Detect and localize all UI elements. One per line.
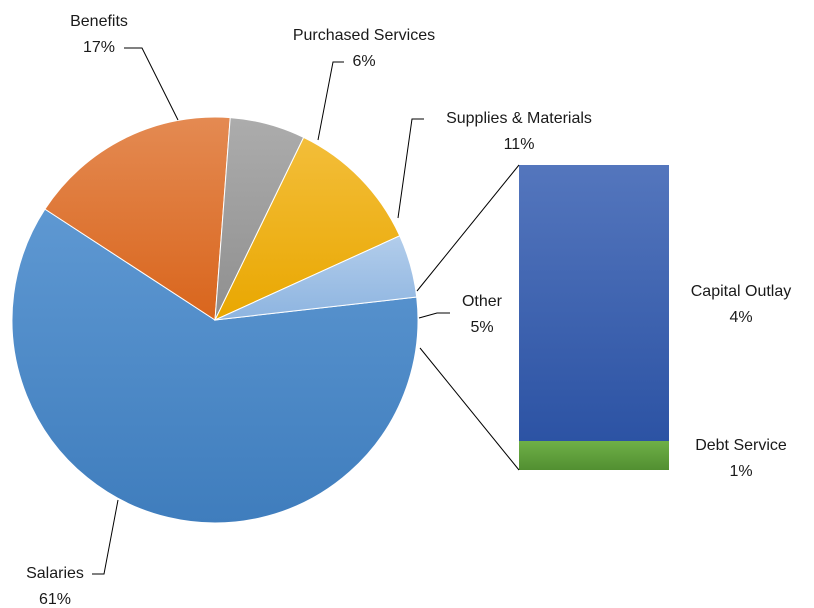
label-debt-service-name: Debt Service [695,437,787,454]
connector-top [416,164,520,292]
label-other-value: 5% [470,319,493,336]
label-capital-outlay-value: 4% [729,309,752,326]
label-debt-service-value: 1% [729,463,752,480]
connector-bottom [419,347,520,471]
label-salaries-name: Salaries [26,565,84,582]
label-purchased-services-name: Purchased Services [293,27,435,44]
bar-segment-capital-outlay [519,165,669,441]
label-purchased-services-value: 6% [352,53,375,70]
label-capital-outlay-name: Capital Outlay [691,283,792,300]
leader-salaries [92,499,119,575]
pie [11,116,419,524]
pie-slice-other [214,235,418,321]
breakout-connectors [416,164,520,471]
label-benefits-value: 17% [83,39,115,56]
label-benefits-name: Benefits [70,13,128,30]
pie-slice-supplies-materials [213,136,401,322]
leader-benefits [124,47,179,121]
pie-slice-salaries [11,208,419,524]
pie-slice-benefits [44,116,231,321]
leader-purchased-services [317,61,344,141]
label-other-name: Other [462,293,503,310]
leader-other [418,312,450,319]
bar-segment-debt-service [519,441,669,470]
leader-supplies [397,118,424,219]
data-labels: Benefits 17% Purchased Services 6% Suppl… [26,13,791,608]
label-supplies-value: 11% [504,136,535,153]
label-salaries-value: 61% [39,591,71,608]
label-supplies-name: Supplies & Materials [446,110,592,127]
leader-lines [92,47,450,575]
breakout-bar [519,165,669,470]
